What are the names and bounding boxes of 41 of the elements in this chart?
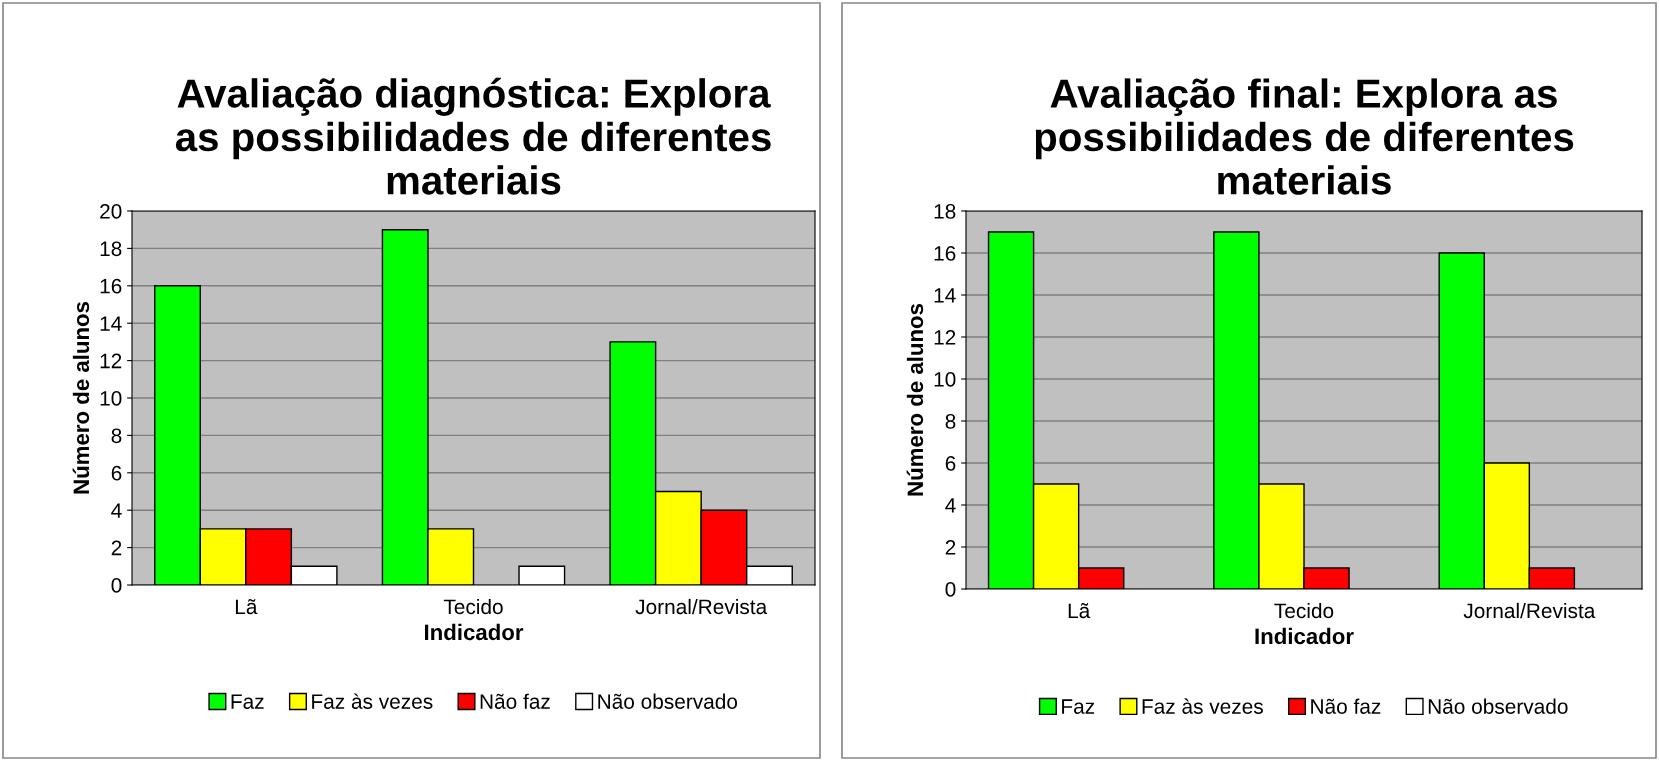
- legend-label: Não observado: [598, 693, 738, 709]
- y-tick-label: 6: [945, 456, 956, 471]
- x-tick-label: Jornal/Revista: [635, 598, 768, 615]
- y-tick-label: 18: [100, 241, 122, 257]
- x-tick-label: Jornal/Revista: [1463, 602, 1596, 619]
- legend-label: Não observado: [1428, 698, 1568, 714]
- legend-label: Não faz: [1311, 698, 1381, 714]
- y-axis-title: Número de alunos: [72, 301, 90, 494]
- y-tick-label: 12: [100, 353, 122, 369]
- y-axis-title: Número de alunos: [906, 303, 924, 496]
- y-tick-label: 16: [100, 278, 122, 294]
- x-tick-label: Lã: [235, 599, 258, 615]
- y-tick-label: 16: [934, 246, 956, 261]
- chart-title: Avaliação diagnóstica: Explora as possibilidades de diferentes materiais: [175, 77, 771, 195]
- y-tick-label: 14: [100, 316, 122, 331]
- y-tick-label: 10: [100, 391, 122, 406]
- y-tick-label: 14: [934, 288, 956, 303]
- legend-label: Faz às vezes: [312, 693, 433, 709]
- chart-title: Avaliação final: Explora as possibilidades de diferentes materiais: [1035, 78, 1574, 195]
- legend-label: Faz às vezes: [1142, 698, 1263, 714]
- x-tick-label: Tecido: [443, 598, 503, 615]
- y-tick-label: 8: [945, 414, 956, 429]
- x-tick-label: Lã: [1068, 603, 1091, 619]
- x-axis-title: Indicador: [424, 623, 524, 641]
- y-tick-label: 6: [111, 465, 122, 481]
- y-tick-label: 4: [111, 503, 122, 518]
- y-tick-label: 0: [111, 578, 122, 593]
- y-tick-label: 2: [111, 540, 122, 556]
- y-tick-label: 12: [934, 330, 956, 345]
- y-tick-label: 10: [934, 372, 956, 387]
- y-tick-label: 2: [945, 540, 956, 555]
- y-tick-label: 0: [945, 582, 956, 597]
- x-axis-title: Indicador: [1255, 627, 1354, 645]
- legend-label: Faz: [231, 694, 264, 709]
- y-tick-label: 20: [100, 204, 122, 219]
- x-tick-label: Tecido: [1274, 602, 1334, 619]
- legend-label: Não faz: [480, 693, 550, 709]
- y-tick-label: 8: [111, 428, 122, 444]
- y-tick-label: 4: [945, 498, 956, 513]
- y-tick-label: 18: [934, 204, 956, 219]
- legend-label: Faz: [1062, 699, 1095, 714]
